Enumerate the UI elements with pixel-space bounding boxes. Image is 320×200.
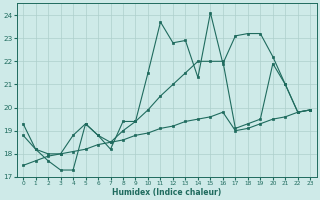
X-axis label: Humidex (Indice chaleur): Humidex (Indice chaleur) bbox=[112, 188, 221, 197]
